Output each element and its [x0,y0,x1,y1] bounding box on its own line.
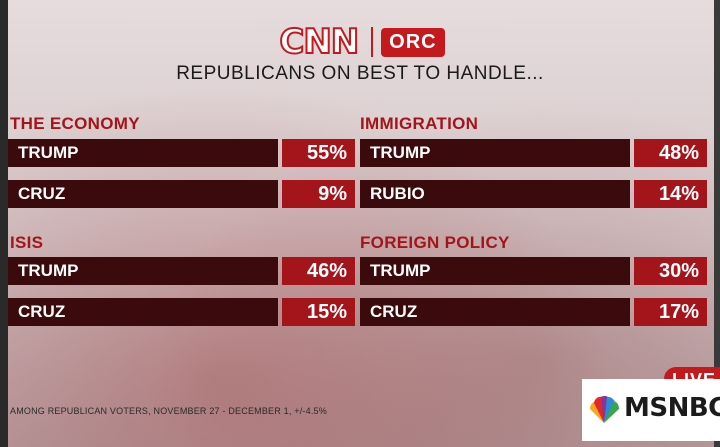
value-label: 46% [282,257,355,285]
msnbc-logo-text: MSNBC [624,393,720,423]
data-row: CRUZ 17% [360,298,707,326]
footnote: AMONG REPUBLICAN VOTERS, NOVEMBER 27 - D… [10,406,327,416]
network-logo: MSNBC [582,379,720,441]
candidate-name: CRUZ [8,298,278,326]
value-label: 14% [634,180,707,208]
value-label: 30% [634,257,707,285]
logo-divider [370,27,373,57]
candidate-name: CRUZ [8,180,278,208]
data-row: CRUZ 15% [8,298,355,326]
value-label: 48% [634,139,707,167]
data-row: TRUMP 48% [360,139,707,167]
group-title-foreign-policy: FOREIGN POLICY [360,233,510,252]
data-row: TRUMP 55% [8,139,355,167]
value-label: 17% [634,298,707,326]
candidate-name: RUBIO [360,180,630,208]
value-label: 55% [282,139,355,167]
group-title-immigration: IMMIGRATION [360,114,479,133]
candidate-name: CRUZ [360,298,630,326]
left-frame-edge [0,0,8,447]
peacock-icon [589,395,620,423]
right-frame-edge [714,0,720,447]
group-title-isis: ISIS [10,233,44,252]
candidate-name: TRUMP [8,257,278,285]
value-label: 15% [282,298,355,326]
candidate-name: TRUMP [360,257,630,285]
orc-logo: ORC [381,27,445,57]
candidate-name: TRUMP [360,139,630,167]
cnn-logo: CNN [278,21,360,63]
data-row: TRUMP 30% [360,257,707,285]
candidate-name: TRUMP [8,139,278,167]
data-row: TRUMP 46% [8,257,355,285]
header-logo: CNN ORC [0,21,720,63]
chart-title: REPUBLICANS ON BEST TO HANDLE... [176,63,544,84]
value-label: 9% [282,180,355,208]
group-title-economy: THE ECONOMY [10,114,140,133]
data-row: CRUZ 9% [8,180,355,208]
data-row: RUBIO 14% [360,180,707,208]
